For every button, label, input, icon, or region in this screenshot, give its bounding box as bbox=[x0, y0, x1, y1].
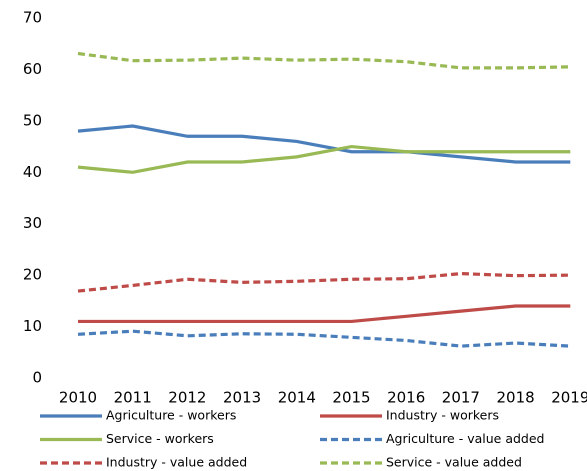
x-tick-label: 2015 bbox=[332, 389, 370, 407]
legend-label: Service - value added bbox=[386, 455, 522, 470]
x-tick-label: 2010 bbox=[59, 389, 97, 407]
y-tick-label: 30 bbox=[23, 214, 42, 232]
x-tick-label: 2014 bbox=[278, 389, 316, 407]
series-line bbox=[77, 51, 571, 70]
legend-label: Industry - workers bbox=[386, 408, 499, 423]
x-tick-label: 2011 bbox=[114, 389, 152, 407]
x-tick-label: 2019 bbox=[551, 389, 587, 407]
x-tick-label: 2018 bbox=[497, 389, 535, 407]
y-tick-label: 40 bbox=[23, 163, 42, 181]
y-tick-label: 10 bbox=[23, 317, 42, 335]
legend-label: Agriculture - workers bbox=[106, 408, 236, 423]
x-tick-label: 2016 bbox=[387, 389, 425, 407]
legend-label: Agriculture - value added bbox=[386, 431, 544, 446]
series-line bbox=[78, 304, 571, 324]
y-tick-label: 70 bbox=[23, 9, 42, 27]
x-tick-label: 2012 bbox=[168, 389, 206, 407]
series-line bbox=[77, 271, 571, 293]
y-tick-label: 50 bbox=[23, 111, 42, 129]
series-line bbox=[77, 329, 571, 348]
y-tick-label: 20 bbox=[23, 266, 42, 284]
legend-label: Industry - value added bbox=[106, 455, 247, 470]
y-tick-label: 0 bbox=[32, 369, 42, 387]
series-line bbox=[77, 144, 571, 174]
y-tick-label: 60 bbox=[23, 60, 42, 78]
series-line bbox=[77, 124, 571, 164]
legend-label: Service - workers bbox=[106, 431, 214, 446]
x-tick-label: 2013 bbox=[223, 389, 261, 407]
x-tick-label: 2017 bbox=[442, 389, 480, 407]
